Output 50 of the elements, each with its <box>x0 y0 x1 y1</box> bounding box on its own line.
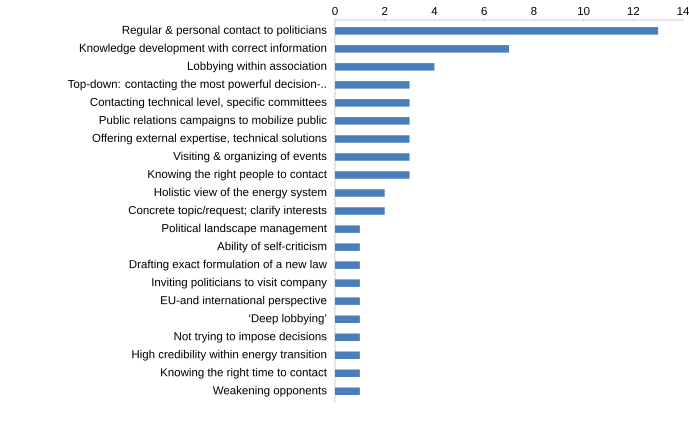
bar <box>335 63 434 71</box>
y-tick-label: Public relations campaigns to mobilize public <box>100 116 327 126</box>
y-tick-label: High credibility within energy transition <box>132 350 326 361</box>
y-tick-label: Lobbying within association <box>188 62 326 72</box>
y-tick-label: Offering external expertise, technical solutions <box>92 134 327 144</box>
y-tick-label: Political landscape management <box>162 224 327 234</box>
bar <box>335 153 410 161</box>
bar <box>335 279 360 287</box>
y-tick-label: Contacting technical level, specific committees <box>90 98 327 108</box>
x-tick-label: 14 <box>677 7 689 15</box>
y-tick-label: Regular & personal contact to politicians <box>122 25 327 36</box>
bar <box>335 171 410 179</box>
y-tick-label: Knowing the right people to contact <box>148 170 327 180</box>
bar <box>335 225 360 233</box>
y-tick-label: Knowing the right time to contact <box>161 368 327 379</box>
bar <box>335 333 360 341</box>
bar <box>335 315 360 323</box>
bar <box>335 370 360 378</box>
bar <box>335 27 658 35</box>
y-tick-label: Inviting politicians to visit company <box>152 278 327 289</box>
y-tick-label: Top-down: contacting the most powerful decision-.. <box>68 80 326 90</box>
y-tick-label: EU-and international perspective <box>161 296 326 307</box>
y-tick-label: Ability of self-criticism <box>217 242 326 252</box>
bar <box>335 388 360 396</box>
y-tick-label: Holistic view of the energy system <box>154 188 326 198</box>
x-tick-label: 12 <box>628 6 640 15</box>
x-tick-label: 8 <box>531 6 537 15</box>
y-tick-label: Concrete topic/request; clarify interests <box>128 206 327 216</box>
x-tick-label: 6 <box>482 6 487 15</box>
x-tick-label: 2 <box>382 6 388 15</box>
x-tick-label: 10 <box>578 6 590 15</box>
bar <box>335 351 360 359</box>
y-tick-label: Weakening opponents <box>212 386 327 397</box>
bar <box>335 99 410 107</box>
x-tick-label: 4 <box>432 7 438 15</box>
bar <box>335 207 385 215</box>
bar <box>335 261 360 269</box>
y-tick-label: ‘Deep lobbying’ <box>249 314 326 325</box>
bar <box>335 45 510 53</box>
bar <box>335 135 410 143</box>
y-tick-label: Visiting & organizing of events <box>173 152 327 162</box>
bar <box>335 117 410 125</box>
x-tick-label: 0 <box>332 6 338 15</box>
bar <box>335 81 410 89</box>
y-tick-label: Knowledge development with correct information <box>80 43 326 54</box>
bar <box>335 189 385 197</box>
bar <box>335 297 360 305</box>
y-tick-label: Drafting exact formulation of a new law <box>130 260 327 270</box>
bar <box>335 243 360 251</box>
y-tick-label: Not trying to impose decisions <box>174 332 327 343</box>
